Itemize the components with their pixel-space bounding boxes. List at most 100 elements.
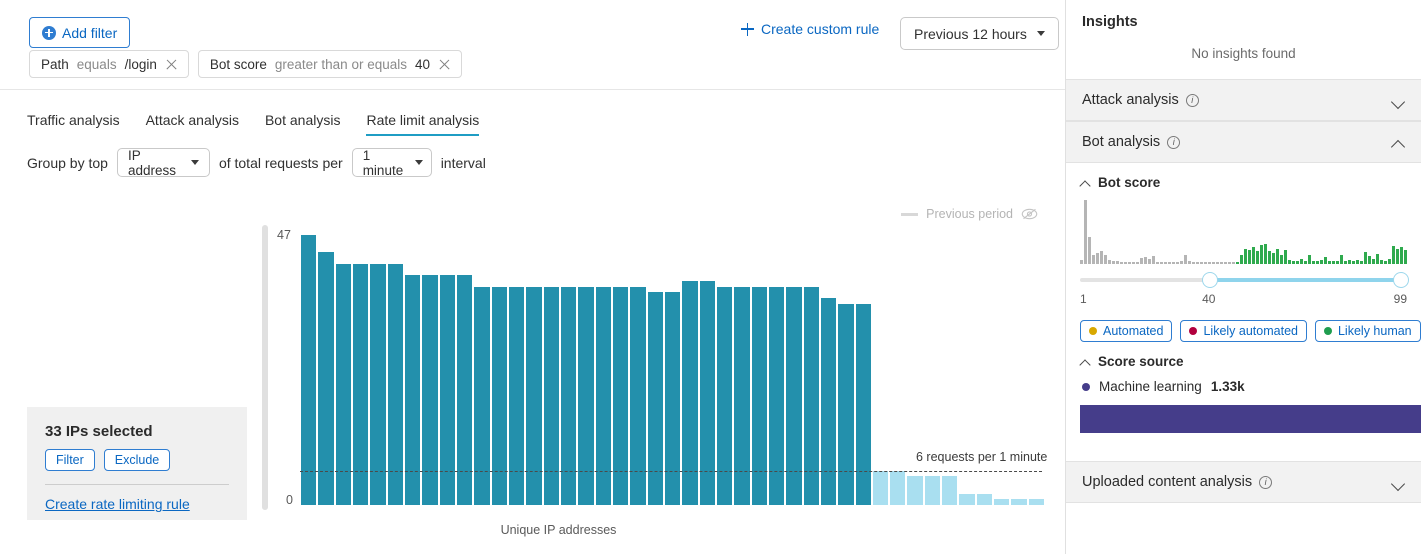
insights-empty-message: No insights found bbox=[1191, 46, 1296, 61]
info-icon[interactable]: i bbox=[1185, 93, 1199, 107]
bar[interactable] bbox=[733, 286, 751, 505]
histogram-bar bbox=[1348, 259, 1351, 264]
dimension-select[interactable]: IP address bbox=[116, 148, 210, 178]
filter-chip-path[interactable]: Path equals /login bbox=[29, 50, 189, 78]
chevron-down-icon bbox=[1392, 476, 1405, 489]
histogram-bar bbox=[1116, 260, 1119, 264]
bar[interactable] bbox=[473, 286, 491, 505]
plus-icon bbox=[741, 22, 754, 36]
bar[interactable] bbox=[958, 493, 976, 505]
bar[interactable] bbox=[993, 499, 1011, 505]
histogram-bar bbox=[1392, 246, 1395, 264]
bar[interactable] bbox=[351, 263, 370, 505]
info-icon[interactable]: i bbox=[1167, 135, 1181, 149]
histogram-bar bbox=[1276, 248, 1279, 264]
bar[interactable] bbox=[802, 286, 820, 505]
bar[interactable] bbox=[438, 275, 456, 505]
histogram-bar bbox=[1212, 261, 1215, 264]
create-rate-limiting-rule-link[interactable]: Create rate limiting rule bbox=[45, 496, 190, 512]
bar[interactable] bbox=[577, 286, 595, 505]
filter-chip-bot-score[interactable]: Bot score greater than or equals 40 bbox=[197, 50, 463, 78]
tab-bot-analysis[interactable]: Bot analysis bbox=[264, 112, 341, 128]
bar[interactable] bbox=[1027, 499, 1046, 505]
bar[interactable] bbox=[455, 275, 474, 505]
bar[interactable] bbox=[525, 286, 543, 505]
bot-score-header[interactable]: Bot score bbox=[1066, 163, 1421, 190]
bar[interactable] bbox=[975, 493, 994, 505]
previous-period-label: Previous period bbox=[926, 207, 1013, 221]
remove-filter-icon[interactable] bbox=[165, 58, 178, 71]
create-custom-rule-button[interactable]: Create custom rule bbox=[741, 21, 879, 37]
accordion-attack-analysis[interactable]: Attack analysis i bbox=[1066, 79, 1421, 121]
bar[interactable] bbox=[837, 303, 855, 505]
histogram-bar bbox=[1356, 259, 1359, 264]
time-range-select[interactable]: Previous 12 hours bbox=[900, 17, 1059, 50]
bar[interactable] bbox=[611, 286, 630, 505]
bar[interactable] bbox=[317, 252, 335, 505]
bar[interactable] bbox=[490, 286, 508, 505]
divider bbox=[45, 484, 229, 485]
score-source-header[interactable]: Score source bbox=[1066, 342, 1421, 369]
bar[interactable] bbox=[923, 476, 942, 505]
range-handle-low[interactable] bbox=[1202, 272, 1219, 288]
histogram-bar bbox=[1120, 261, 1123, 264]
bot-score-range-slider[interactable] bbox=[1080, 270, 1409, 290]
threshold-slider-track[interactable] bbox=[262, 225, 268, 510]
chevron-up-icon bbox=[1080, 356, 1091, 367]
bar[interactable] bbox=[767, 286, 786, 505]
bar[interactable] bbox=[750, 286, 768, 505]
bar[interactable] bbox=[369, 263, 387, 505]
bar[interactable] bbox=[334, 263, 352, 505]
eye-off-icon[interactable] bbox=[1021, 208, 1038, 220]
bar[interactable] bbox=[715, 286, 734, 505]
bar[interactable] bbox=[507, 286, 526, 505]
tab-rate-limit-analysis[interactable]: Rate limit analysis bbox=[366, 112, 480, 136]
accordion-uploaded-content-analysis[interactable]: Uploaded content analysis i bbox=[1066, 461, 1421, 503]
bar[interactable] bbox=[819, 298, 838, 505]
y-axis-max-label: 47 bbox=[277, 228, 291, 242]
legend-label: Likely human bbox=[1337, 324, 1412, 338]
bar[interactable] bbox=[854, 303, 872, 505]
histogram-bar bbox=[1144, 256, 1147, 264]
remove-filter-icon[interactable] bbox=[438, 58, 451, 71]
tab-attack-analysis[interactable]: Attack analysis bbox=[145, 112, 239, 128]
bar[interactable] bbox=[421, 275, 439, 505]
info-icon[interactable]: i bbox=[1259, 475, 1273, 489]
exclude-button[interactable]: Exclude bbox=[103, 449, 171, 471]
histogram-bar bbox=[1292, 260, 1295, 264]
chip-operator: greater than or equals bbox=[274, 56, 407, 72]
bar[interactable] bbox=[785, 286, 803, 505]
bar[interactable] bbox=[698, 280, 716, 505]
histogram-bar bbox=[1272, 252, 1275, 264]
legend-chip-automated[interactable]: Automated bbox=[1080, 320, 1173, 342]
histogram-bar bbox=[1112, 260, 1115, 264]
add-filter-button[interactable]: Add filter bbox=[29, 17, 131, 48]
interval-select[interactable]: 1 minute bbox=[351, 148, 432, 178]
bar[interactable] bbox=[594, 286, 612, 505]
legend-dot bbox=[1189, 327, 1198, 335]
legend-chip-likely-human[interactable]: Likely human bbox=[1314, 320, 1421, 342]
legend-chip-likely-automated[interactable]: Likely automated bbox=[1180, 320, 1307, 342]
accordion-bot-analysis[interactable]: Bot analysis i bbox=[1066, 121, 1421, 163]
bar[interactable] bbox=[629, 286, 647, 505]
range-handle-high[interactable] bbox=[1393, 272, 1409, 288]
bar[interactable] bbox=[906, 476, 924, 505]
range-active-track bbox=[1210, 278, 1407, 282]
bar[interactable] bbox=[681, 280, 699, 505]
bar[interactable] bbox=[386, 263, 404, 505]
bar[interactable] bbox=[889, 470, 907, 505]
filter-button[interactable]: Filter bbox=[45, 449, 95, 471]
tab-traffic-analysis[interactable]: Traffic analysis bbox=[27, 112, 120, 128]
bar[interactable] bbox=[300, 235, 318, 505]
y-axis-min-label: 0 bbox=[286, 493, 293, 507]
histogram-bar bbox=[1360, 260, 1363, 264]
previous-period-legend[interactable]: Previous period bbox=[901, 207, 1038, 221]
bar[interactable] bbox=[663, 292, 682, 505]
bar[interactable] bbox=[1010, 499, 1028, 505]
bar[interactable] bbox=[646, 292, 664, 505]
bar[interactable] bbox=[542, 286, 560, 505]
bar[interactable] bbox=[403, 275, 422, 505]
bar[interactable] bbox=[871, 470, 890, 505]
bar[interactable] bbox=[941, 476, 959, 505]
bar[interactable] bbox=[559, 286, 578, 505]
